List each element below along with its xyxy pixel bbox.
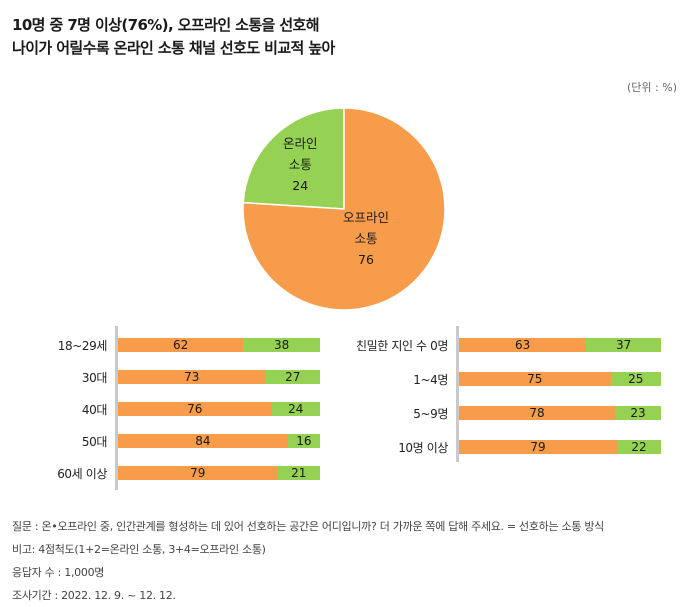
bar-segment-online: 24: [271, 402, 320, 416]
pie-label-online-line2: 소통: [288, 157, 312, 172]
bar-segment-online: 21: [277, 466, 320, 480]
stacked-bar: 79 22: [459, 440, 661, 454]
pie-label-offline-value: 76: [358, 252, 374, 267]
unit-label: (단위 : %): [627, 81, 677, 94]
chart-title: 10명 중 7명 이상(76%), 오프라인 소통을 선호해 나이가 어릴수록 …: [12, 14, 335, 60]
bar-category-label: 60세 이상: [57, 467, 107, 481]
stacked-bar: 84 16: [118, 434, 320, 448]
stacked-bar: 76 24: [118, 402, 320, 416]
survey-notes: 질문 : 온•오프라인 중, 인간관계를 형성하는 데 있어 선호하는 공간은 …: [12, 515, 604, 607]
bar-segment-offline: 62: [118, 338, 244, 352]
age-bar-chart: 18~29세 62 38 30대 73 27 40대 76 24 50대 84 16 60세 이상 79 2…: [0, 326, 330, 490]
bar-segment-offline: 73: [118, 370, 266, 384]
title-line-2: 나이가 어릴수록 온라인 소통 채널 선호도 비교적 높아: [12, 39, 335, 57]
bar-category-label: 5~9명: [413, 407, 448, 421]
pie-chart: [242, 107, 446, 311]
stacked-bar: 78 23: [459, 406, 661, 420]
bar-category-label: 친밀한 지인 수 0명: [356, 339, 448, 353]
bar-axis-line: [115, 326, 118, 490]
pie-label-offline-line1: 오프라인: [343, 210, 390, 225]
stacked-bar: 75 25: [459, 372, 661, 386]
bar-category-label: 10명 이상: [398, 441, 448, 455]
bar-segment-offline: 75: [459, 372, 611, 386]
bar-axis-line: [456, 326, 459, 462]
bar-category-label: 18~29세: [57, 339, 108, 353]
pie-slice-offline: [242, 107, 446, 311]
title-line-1: 10명 중 7명 이상(76%), 오프라인 소통을 선호해: [12, 16, 320, 34]
bar-segment-offline: 78: [459, 406, 615, 420]
bar-segment-offline: 84: [118, 434, 288, 448]
bar-segment-online: 27: [265, 370, 320, 384]
pie-label-online: 온라인 소통 24: [283, 133, 318, 196]
pie-label-offline-line2: 소통: [354, 231, 378, 246]
bar-category-label: 30대: [81, 371, 108, 385]
bar-segment-online: 25: [610, 372, 661, 386]
bar-segment-online: 22: [617, 440, 661, 454]
note-question: 질문 : 온•오프라인 중, 인간관계를 형성하는 데 있어 선호하는 공간은 …: [12, 520, 604, 533]
bar-segment-online: 16: [287, 434, 320, 448]
bar-category-label: 1~4명: [413, 373, 448, 387]
bar-category-label: 40대: [81, 403, 108, 417]
stacked-bar: 63 37: [459, 338, 661, 352]
note-period: 조사기간 : 2022. 12. 9. ~ 12. 12.: [12, 589, 176, 602]
bar-category-label: 50대: [81, 435, 108, 449]
pie-label-online-value: 24: [292, 178, 309, 193]
acquaintance-bar-chart: 친밀한 지인 수 0명 63 37 1~4명 75 25 5~9명 78 23 10명 이상 79 2…: [345, 326, 675, 462]
bar-segment-offline: 76: [118, 402, 272, 416]
stacked-bar: 73 27: [118, 370, 320, 384]
bar-segment-online: 23: [615, 406, 661, 420]
note-remark: 비고: 4점척도(1+2=온라인 소통, 3+4=오프라인 소통): [12, 543, 266, 556]
stacked-bar: 79 21: [118, 466, 320, 480]
bar-segment-offline: 79: [459, 440, 617, 454]
pie-slice-online: [242, 107, 345, 210]
note-respondents: 응답자 수 : 1,000명: [12, 566, 105, 579]
bar-segment-online: 37: [586, 338, 661, 352]
pie-label-offline: 오프라인 소통 76: [343, 207, 389, 270]
pie-label-online-line1: 온라인: [283, 136, 318, 151]
bar-segment-online: 38: [243, 338, 320, 352]
bar-segment-offline: 63: [459, 338, 587, 352]
stacked-bar: 62 38: [118, 338, 320, 352]
bar-segment-offline: 79: [118, 466, 278, 480]
